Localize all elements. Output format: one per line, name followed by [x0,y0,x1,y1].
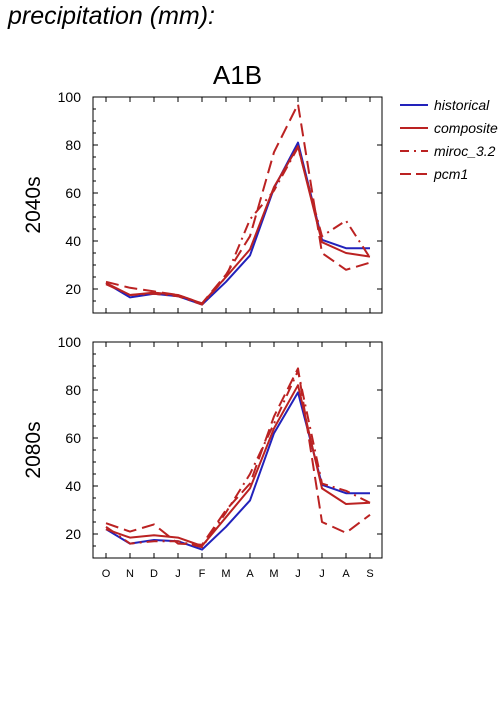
legend-label: pcm1 [433,166,468,182]
x-tick-label: F [199,568,206,580]
series-line-pcm1 [105,103,371,305]
legend: historical composite miroc_3.2 pcm1 [400,97,498,182]
y-tick-label: 40 [65,233,81,249]
y-tick-label: 60 [65,185,81,201]
x-tick-label: J [319,568,325,580]
panel-2: 20 40 60 80 100 O N D J F M A M J J A S 2080s [22,334,383,580]
x-tick-label: O [102,568,111,580]
page-title: precipitation (mm): [8,2,215,30]
x-tick-label: J [295,568,301,580]
x-tick-label: A [342,568,350,580]
x-tick-label: N [126,568,134,580]
y-axis-label: 2080s [22,421,45,478]
y-tick-label: 60 [65,430,81,446]
x-tick-label: S [366,568,373,580]
series-line-composite [105,384,371,547]
x-tick-label: M [269,568,278,580]
plot-frame [92,341,383,559]
y-tick-label: 40 [65,478,81,494]
legend-label: miroc_3.2 [434,143,496,159]
series-line-composite [105,145,371,305]
y-tick-label: 80 [65,137,81,153]
legend-label: historical [434,97,490,113]
x-tick-label: A [246,568,254,580]
y-tick-label: 100 [58,89,82,105]
x-tick-label: M [221,568,230,580]
series-line-pcm1 [105,367,371,546]
series-line-miroc-3-2 [105,146,371,306]
y-tick-label: 100 [58,334,82,350]
x-tick-label: D [150,568,158,580]
x-tick-label: J [175,568,181,580]
series-line-historical [105,141,370,306]
plot-frame [92,96,383,314]
y-tick-label: 80 [65,382,81,398]
panel-title: A1B [213,60,262,90]
y-tick-label: 20 [65,281,81,297]
y-tick-label: 20 [65,526,81,542]
y-axis-label: 2040s [22,176,45,233]
series-line-miroc-3-2 [105,369,371,549]
panel-1: 20 40 60 80 100 A1B 2040s [22,60,383,314]
legend-label: composite [434,120,498,136]
